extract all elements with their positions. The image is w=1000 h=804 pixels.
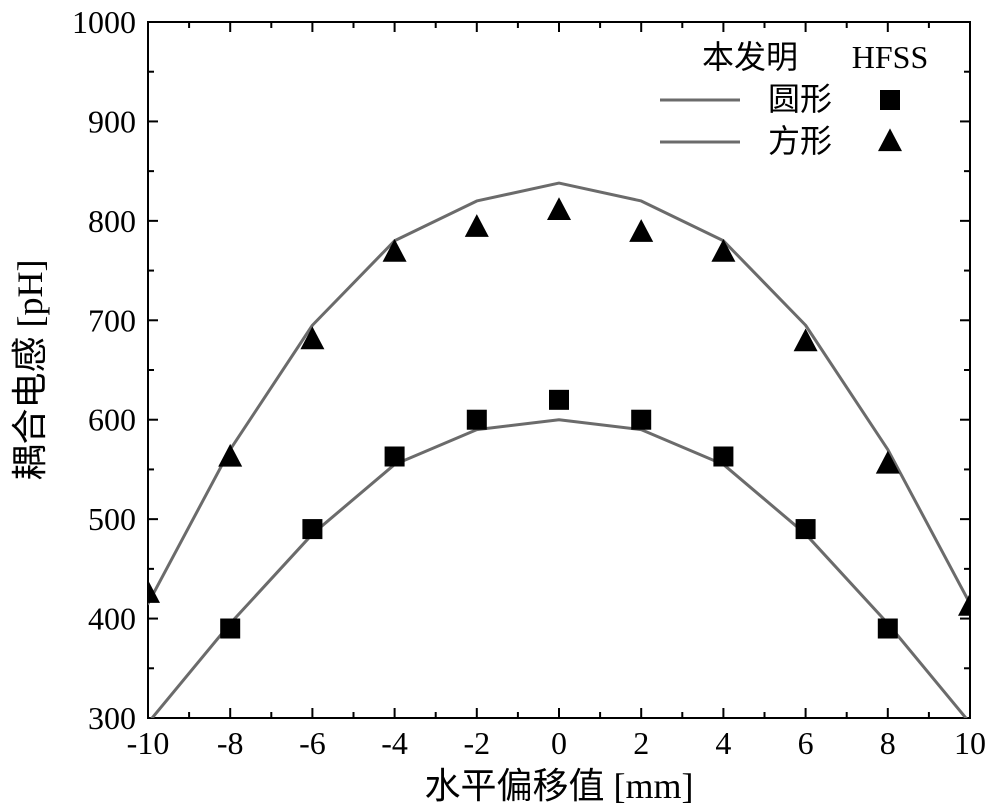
x-tick-label: -4 bbox=[381, 725, 408, 761]
x-tick-label: 6 bbox=[798, 725, 814, 761]
legend-marker-triangle bbox=[878, 128, 902, 151]
plot-border bbox=[148, 22, 970, 718]
x-tick-label: -6 bbox=[299, 725, 326, 761]
series-square-marker bbox=[218, 444, 242, 467]
series-circle-marker bbox=[549, 390, 569, 410]
y-tick-label: 600 bbox=[88, 402, 136, 438]
y-tick-label: 1000 bbox=[72, 4, 136, 40]
legend-row-label: 圆形 bbox=[768, 81, 832, 117]
series-circle-marker bbox=[713, 447, 733, 467]
x-tick-label: 4 bbox=[715, 725, 731, 761]
legend-header-left: 本发明 bbox=[702, 39, 798, 75]
y-tick-label: 700 bbox=[88, 302, 136, 338]
y-tick-label: 900 bbox=[88, 103, 136, 139]
series-square-marker bbox=[958, 593, 982, 616]
x-tick-label: 8 bbox=[880, 725, 896, 761]
legend-row-label: 方形 bbox=[768, 123, 832, 159]
y-axis-title: 耦合电感 [pH] bbox=[10, 260, 50, 481]
y-tick-label: 800 bbox=[88, 203, 136, 239]
series-square-marker bbox=[547, 197, 571, 220]
chart-container: -10-8-6-4-20246810水平偏移值 [mm]300400500600… bbox=[0, 0, 1000, 804]
series-circle-marker bbox=[220, 619, 240, 639]
x-tick-label: -2 bbox=[463, 725, 490, 761]
series-square-marker bbox=[465, 214, 489, 237]
series-circle-marker bbox=[878, 619, 898, 639]
chart-svg: -10-8-6-4-20246810水平偏移值 [mm]300400500600… bbox=[0, 0, 1000, 804]
y-tick-label: 300 bbox=[88, 700, 136, 736]
x-tick-label: 2 bbox=[633, 725, 649, 761]
series-square-marker bbox=[136, 580, 160, 603]
plot-group bbox=[136, 183, 982, 753]
series-circle-marker bbox=[385, 447, 405, 467]
x-tick-label: 10 bbox=[954, 725, 986, 761]
series-circle-marker bbox=[796, 519, 816, 539]
legend-marker-square bbox=[880, 90, 900, 110]
legend: 本发明 HFSS 圆形方形 bbox=[660, 39, 928, 159]
x-axis-title: 水平偏移值 [mm] bbox=[425, 766, 694, 804]
legend-header-right: HFSS bbox=[852, 39, 929, 75]
series-square-marker bbox=[629, 219, 653, 242]
series-circle-line bbox=[148, 420, 970, 723]
series-circle-marker bbox=[302, 519, 322, 539]
y-tick-label: 400 bbox=[88, 601, 136, 637]
series-circle-marker bbox=[467, 410, 487, 430]
y-tick-label: 500 bbox=[88, 501, 136, 537]
x-tick-label: -8 bbox=[217, 725, 244, 761]
x-tick-label: 0 bbox=[551, 725, 567, 761]
series-circle-marker bbox=[631, 410, 651, 430]
